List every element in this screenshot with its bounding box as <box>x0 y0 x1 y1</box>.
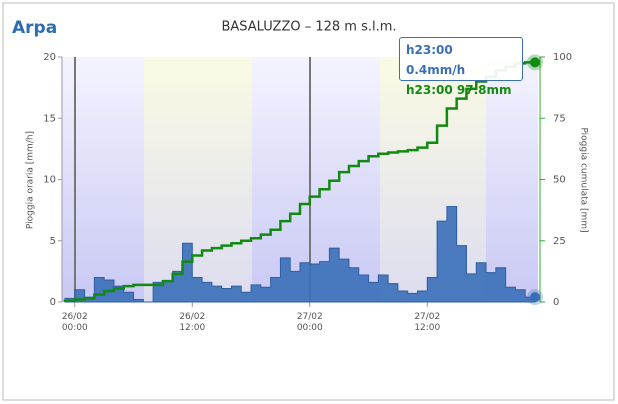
y2-tick-label: 25 <box>553 236 566 247</box>
last-point <box>530 292 540 303</box>
last-point <box>530 57 540 68</box>
y2-tick-label: 100 <box>553 52 572 63</box>
y-tick-label: 5 <box>50 236 56 247</box>
y-axis-title: Pioggia oraria [mm/h] <box>26 131 36 229</box>
y-tick-label: 10 <box>43 175 56 186</box>
y2-tick-label: 50 <box>553 175 566 186</box>
x-tick-label: 27/02 12:00 <box>414 312 441 333</box>
tooltip-line: h23:00 97.8mm <box>406 83 512 97</box>
x-tick-label: 26/02 00:00 <box>61 312 88 333</box>
y-tick-label: 15 <box>43 113 56 124</box>
chart-title: BASALUZZO – 128 m s.l.m. <box>221 20 396 35</box>
x-tick-label: 27/02 00:00 <box>296 312 323 333</box>
tooltip-line: h23:00 0.4mm/h <box>406 43 466 77</box>
y2-tick-label: 75 <box>553 113 566 124</box>
y2-axis-title: Pioggia cumulata [mm] <box>579 127 589 232</box>
day-band <box>380 57 486 302</box>
rain-area <box>64 205 536 303</box>
cumulative-line <box>63 61 535 303</box>
logo: Arpa <box>12 18 57 38</box>
y2-tick-label: 0 <box>553 297 559 308</box>
day-band <box>144 57 252 302</box>
x-tick-label: 26/02 12:00 <box>179 312 206 333</box>
y-tick-label: 0 <box>50 297 56 308</box>
y-tick-label: 20 <box>43 52 56 63</box>
tooltip: h23:00 0.4mm/h h23:00 97.8mm <box>399 37 523 97</box>
